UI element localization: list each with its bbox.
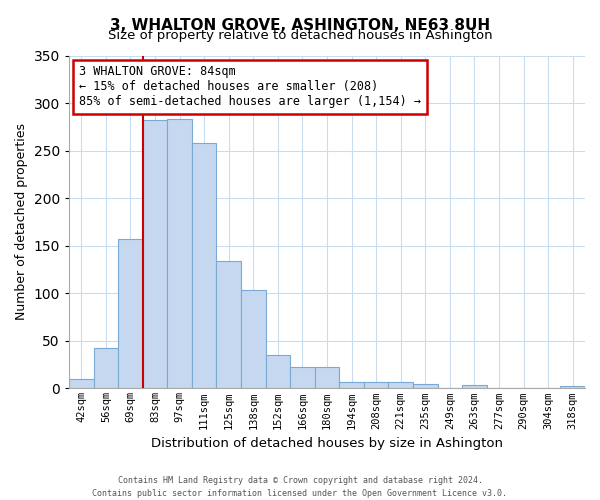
Bar (413, 384, 437, 388)
Text: Contains HM Land Registry data © Crown copyright and database right 2024.
Contai: Contains HM Land Registry data © Crown c… (92, 476, 508, 498)
Bar (94, 348, 118, 389)
Bar (266, 355, 290, 388)
Text: 3, WHALTON GROVE, ASHINGTON, NE63 8UH: 3, WHALTON GROVE, ASHINGTON, NE63 8UH (110, 18, 490, 32)
Bar (167, 119, 192, 388)
Bar (217, 261, 241, 388)
Bar (314, 366, 339, 388)
Bar (462, 384, 487, 388)
Bar (560, 386, 585, 388)
Bar (143, 120, 167, 388)
Bar (69, 379, 94, 388)
Bar (241, 290, 266, 388)
Y-axis label: Number of detached properties: Number of detached properties (15, 124, 28, 320)
Bar (388, 382, 413, 388)
Text: Size of property relative to detached houses in Ashington: Size of property relative to detached ho… (107, 29, 493, 42)
Bar (339, 382, 364, 388)
Bar (364, 382, 388, 388)
Bar (192, 143, 217, 388)
X-axis label: Distribution of detached houses by size in Ashington: Distribution of detached houses by size … (151, 437, 503, 450)
Text: 3 WHALTON GROVE: 84sqm
← 15% of detached houses are smaller (208)
85% of semi-de: 3 WHALTON GROVE: 84sqm ← 15% of detached… (79, 66, 421, 108)
Bar (290, 368, 314, 388)
Bar (118, 239, 143, 388)
